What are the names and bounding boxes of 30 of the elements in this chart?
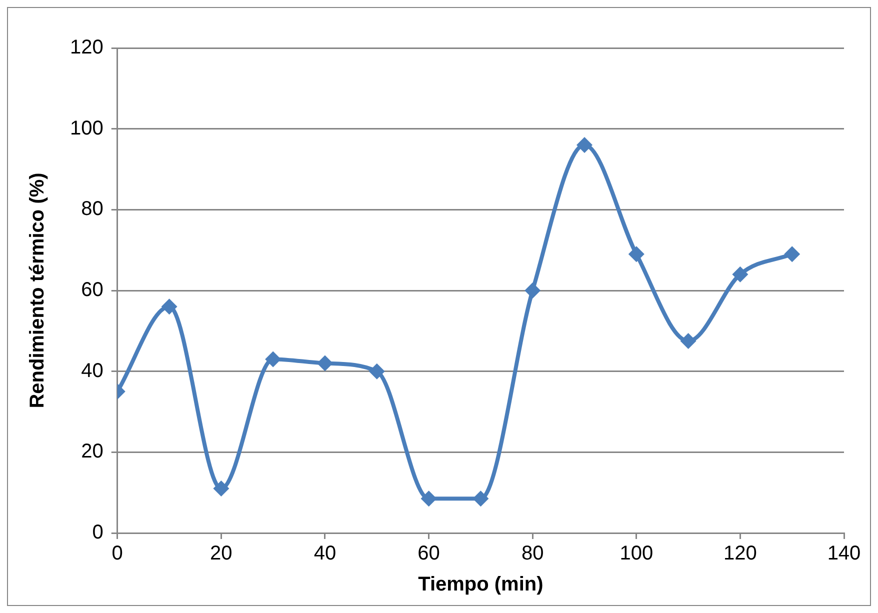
point — [680, 333, 696, 350]
y-tick-label: 100 — [70, 117, 104, 140]
point — [161, 298, 178, 315]
y-tick-label: 120 — [70, 36, 104, 59]
x-tick-label: 60 — [418, 542, 440, 565]
x-axis-title: Tiempo (min) — [418, 574, 544, 596]
x-tick-label: 20 — [210, 542, 232, 565]
point — [472, 490, 489, 507]
y-tick-label: 60 — [81, 279, 104, 302]
point — [316, 355, 333, 372]
y-axis-title: Rendimiento térmico (%) — [26, 172, 49, 408]
y-tick-label: 80 — [81, 198, 104, 220]
point — [420, 490, 437, 507]
x-tick-label: 0 — [112, 542, 123, 565]
y-tick-label: 40 — [81, 360, 104, 382]
point — [576, 137, 592, 153]
x-tick-label: 120 — [724, 542, 757, 565]
point — [524, 282, 541, 298]
point — [213, 480, 230, 497]
point — [265, 351, 282, 368]
x-tick-label: 40 — [314, 542, 336, 565]
point — [732, 266, 748, 282]
y-tick-label: 20 — [81, 440, 104, 463]
x-tick-label: 100 — [620, 542, 654, 565]
y-tick-label: 0 — [92, 522, 104, 544]
x-tick-label: 140 — [827, 542, 861, 565]
point — [628, 246, 644, 262]
x-tick-label: 80 — [521, 542, 544, 565]
point — [784, 246, 800, 262]
point — [368, 363, 385, 380]
